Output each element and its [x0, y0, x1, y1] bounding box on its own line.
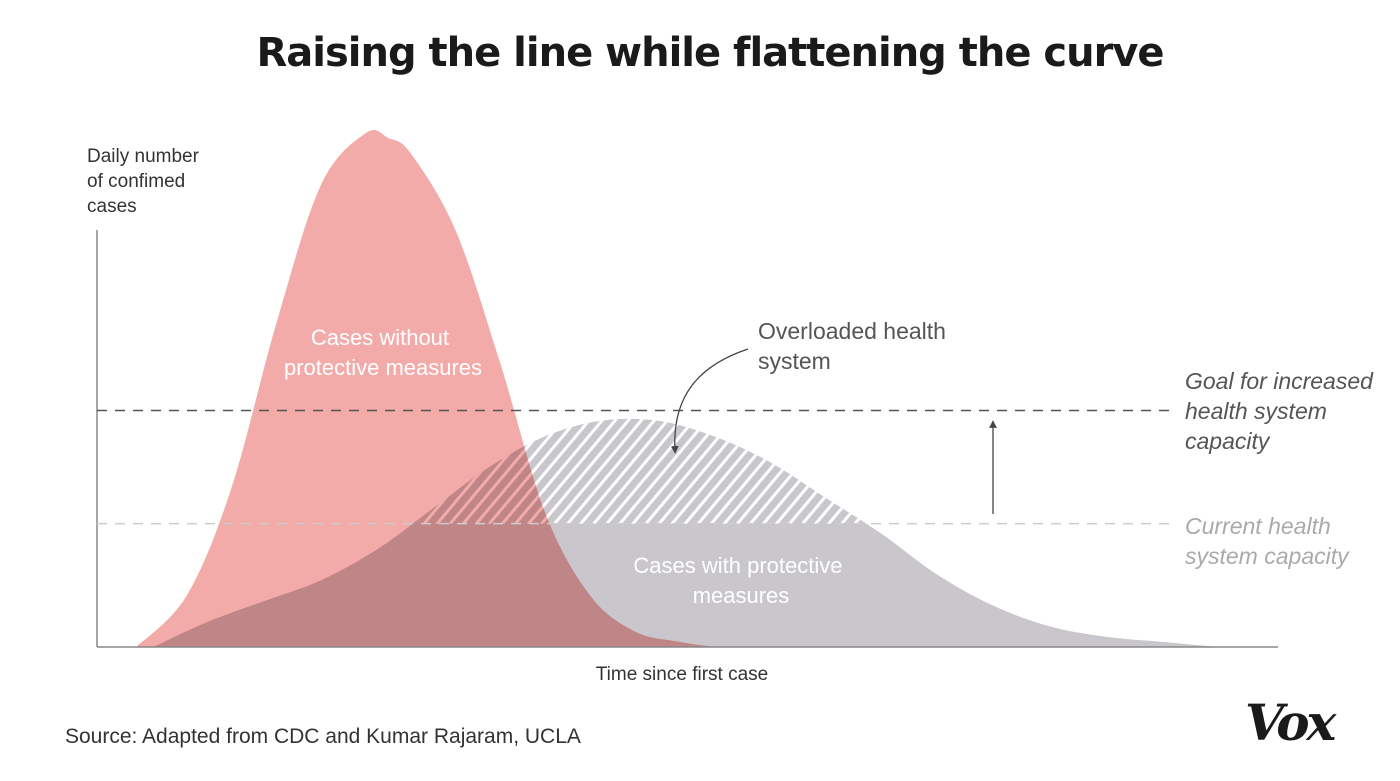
y-axis-label: Daily number of confimed cases [87, 146, 204, 217]
x-axis-label: Time since first case [596, 664, 768, 685]
y-axis-label-line-3: cases [87, 196, 137, 217]
series-label-with-measures: Cases with protective measures [633, 553, 848, 608]
current-capacity-label-line-2: system capacity [1185, 543, 1350, 569]
goal-capacity-label-line-3: capacity [1185, 428, 1271, 454]
series-label-without-line-2: protective measures [284, 355, 482, 380]
series-label-without-line-1: Cases without [311, 325, 449, 350]
y-axis-label-line-2: of confimed [87, 171, 185, 192]
goal-capacity-label-line-2: health system [1185, 398, 1327, 424]
chart-title: Raising the line while flattening the cu… [256, 30, 1163, 76]
series-label-with-line-2: measures [693, 583, 790, 608]
current-capacity-label: Current health system capacity [1185, 513, 1350, 569]
overloaded-annotation: Overloaded health system [758, 318, 952, 374]
goal-capacity-label-line-1: Goal for increased [1185, 368, 1374, 394]
source-note: Source: Adapted from CDC and Kumar Rajar… [65, 725, 581, 748]
series-label-with-line-1: Cases with protective [633, 553, 842, 578]
overloaded-annotation-line-2: system [758, 348, 831, 374]
y-axis-label-line-1: Daily number [87, 146, 200, 167]
series-layer [136, 130, 1219, 648]
series-label-without-measures: Cases without protective measures [284, 325, 482, 380]
goal-capacity-label: Goal for increased health system capacit… [1185, 368, 1379, 454]
series-without-measures-area [136, 130, 714, 648]
current-capacity-label-line-1: Current health [1185, 513, 1331, 539]
overloaded-annotation-line-1: Overloaded health [758, 318, 946, 344]
overload-pointer-arrow [670, 348, 749, 454]
vox-logo: Vox [1245, 693, 1338, 752]
